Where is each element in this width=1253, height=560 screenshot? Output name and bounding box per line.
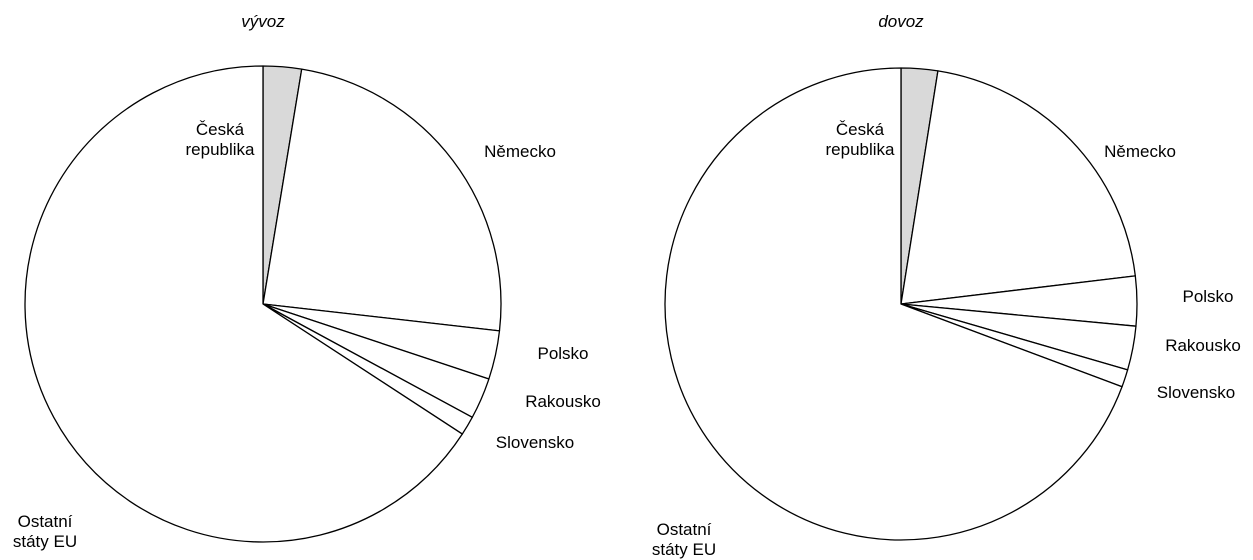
slice-label: Ostatní státy EU [12,512,78,551]
chart-title: dovoz [878,12,924,31]
pie-slice [24,65,463,543]
pie-slice [262,68,502,332]
slice-label: Ostatní státy EU [651,520,717,559]
slice-label: Rakousko [1165,336,1241,355]
slice-label: Česká republika [185,120,255,159]
slice-label: Německo [1104,142,1176,161]
slice-label: Polsko [1182,287,1234,306]
pie-slice [664,67,1123,541]
slice-label: Rakousko [525,392,601,411]
slice-label: Německo [484,142,556,161]
slice-label: Slovensko [1156,383,1236,402]
pie-slice [900,70,1136,305]
slice-label: Česká republika [825,120,895,159]
chart-title: vývoz [241,12,285,31]
slice-label: Polsko [537,344,589,363]
slice-label: Slovensko [495,433,575,452]
